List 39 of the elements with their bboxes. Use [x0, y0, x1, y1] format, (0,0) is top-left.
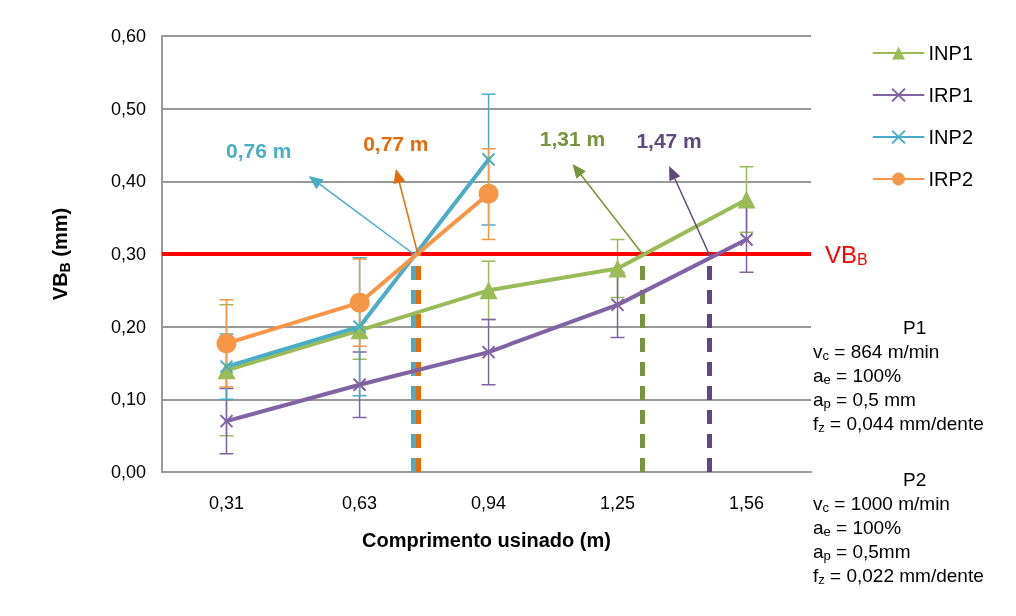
y-tick-label: 0,40	[110, 171, 146, 192]
x-tick-label: 1,56	[728, 493, 765, 513]
text: P1	[903, 317, 927, 338]
y-tick-label: 0,00	[110, 462, 146, 482]
legend-label: INP1	[928, 42, 974, 64]
text: P2	[903, 469, 927, 490]
point	[739, 232, 754, 247]
point	[481, 152, 496, 167]
x-tick-label: 0,31	[208, 493, 245, 513]
y-tick-label: 0,10	[110, 389, 146, 410]
ref-line-label: 0,76 m	[226, 139, 292, 162]
point	[216, 333, 237, 354]
y-tick-label: 0,30	[110, 244, 146, 264]
y-tick-label: 0,50	[110, 98, 146, 119]
point	[481, 345, 496, 360]
y-tick-label: 0,60	[110, 26, 146, 46]
ref-line-label: 1,47 m	[636, 129, 702, 152]
point	[737, 190, 756, 209]
point	[478, 183, 499, 204]
point	[352, 319, 367, 334]
y-tick-label: 0,20	[110, 316, 146, 337]
point	[219, 359, 234, 374]
y-axis-title: VBB (mm)	[49, 207, 73, 301]
ref-line-label: VBB	[825, 240, 868, 268]
point	[479, 281, 498, 300]
point	[349, 292, 370, 313]
legend-label: INP2	[928, 126, 974, 148]
x-tick-label: 1,25	[600, 493, 636, 513]
x-tick-label: 0,63	[342, 493, 378, 513]
x-axis-title: Comprimento usinado (m)	[362, 529, 611, 551]
legend-label: IRP1	[928, 84, 974, 106]
ref-line-label: 1,31 m	[539, 127, 606, 150]
point	[610, 297, 625, 312]
point	[352, 377, 367, 392]
legend-label: IRP2	[928, 168, 974, 190]
point	[608, 259, 627, 278]
point	[219, 414, 234, 429]
x-tick-label: 0,94	[471, 493, 507, 513]
ref-line-label: 0,77 m	[363, 132, 429, 155]
